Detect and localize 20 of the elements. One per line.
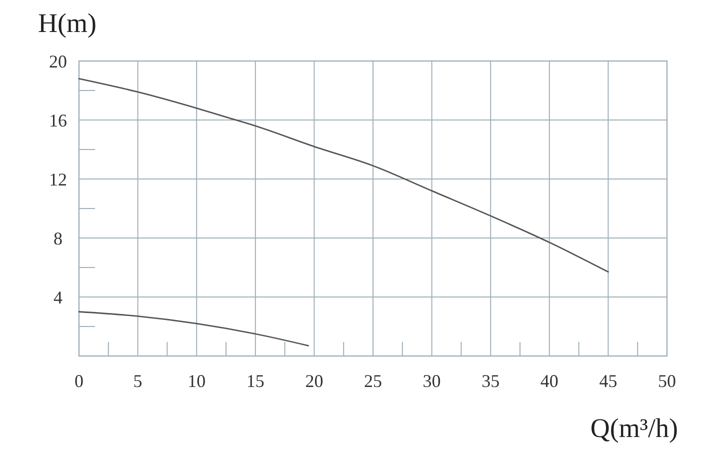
y-axis-title: H(m)	[38, 8, 96, 38]
y-tick-label: 20	[49, 51, 67, 72]
x-tick-label: 40	[540, 371, 558, 391]
x-tick-label: 10	[188, 371, 206, 391]
y-tick-label: 12	[49, 169, 67, 190]
x-tick-label: 25	[364, 371, 382, 391]
line-series	[78, 311, 310, 346]
x-tick-label: 15	[246, 371, 264, 391]
x-tick-label: 50	[658, 371, 676, 391]
y-tick-label: 16	[49, 110, 67, 130]
line-series	[78, 78, 609, 273]
x-tick-label: 30	[422, 371, 441, 391]
y-tick-label: 4	[54, 287, 62, 308]
y-tick-label: 8	[54, 228, 62, 248]
x-tick-label: 20	[305, 371, 324, 391]
x-tick-label: 35	[482, 371, 500, 391]
x-tick-label: 0	[74, 371, 84, 391]
x-axis-title: Q(m³/h)	[590, 413, 678, 443]
x-tick-label: 5	[133, 371, 142, 391]
x-tick-label: 45	[599, 371, 618, 391]
